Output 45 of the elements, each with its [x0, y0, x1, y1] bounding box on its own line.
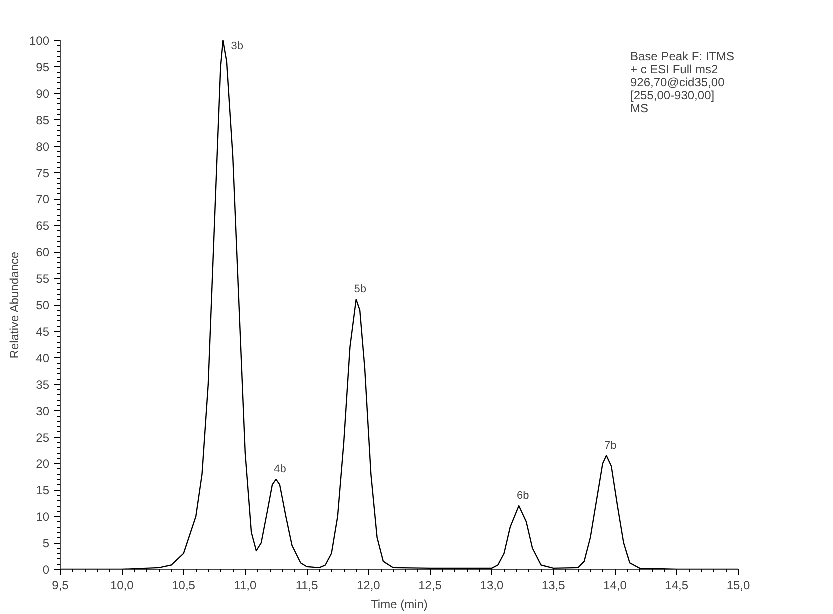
x-tick-label: 11,0: [234, 578, 257, 592]
y-tick-label: 85: [36, 113, 50, 128]
annotation: [255,00-930,00]: [630, 88, 715, 102]
y-tick-label: 35: [36, 378, 50, 392]
x-tick-label: 9,5: [52, 578, 70, 592]
y-tick-label: 25: [36, 430, 50, 445]
y-tick-label: 60: [36, 246, 50, 260]
y-tick-label: 65: [36, 219, 50, 234]
annotation: MS: [630, 102, 648, 116]
annotation: 6b: [516, 490, 530, 502]
y-tick-label: 90: [36, 86, 50, 101]
y-tick-label: 0: [42, 563, 50, 577]
x-tick-label: 13,0: [480, 578, 504, 592]
x-tick-label: 15,0: [726, 578, 751, 592]
x-tick-label: 13,5: [542, 578, 566, 592]
annotation: 4b: [274, 464, 286, 476]
annotation: 926,70@cid35,00: [630, 76, 726, 90]
y-tick-label: 75: [36, 166, 50, 180]
y-tick-label: 55: [36, 272, 50, 286]
y-tick-label: 70: [36, 192, 50, 207]
y-tick-label: 20: [36, 457, 50, 472]
y-tick-label: 10: [36, 510, 50, 524]
y-tick-label: 45: [36, 324, 50, 339]
y-axis-title: Relative Abundance: [7, 252, 22, 359]
annotation: 3b: [231, 40, 244, 52]
x-tick-label: 11,5: [296, 578, 319, 592]
x-axis-title: Time (min): [371, 598, 428, 612]
annotation: 5b: [354, 284, 366, 296]
x-tick-label: 14,0: [604, 578, 628, 592]
x-tick-label: 12,0: [357, 578, 381, 592]
x-tick-label: 10,5: [172, 578, 196, 592]
y-tick-label: 80: [36, 140, 50, 154]
annotation: 7b: [604, 440, 617, 452]
annotation: + c ESI Full ms2: [630, 62, 719, 76]
y-tick-label: 95: [36, 60, 50, 74]
y-tick-label: 30: [36, 404, 50, 418]
x-tick-label: 12,5: [418, 578, 442, 592]
x-tick-label: 10,0: [110, 578, 134, 592]
x-tick-label: 14,5: [665, 578, 689, 592]
y-tick-label: 15: [36, 484, 50, 498]
y-tick-label: 40: [36, 351, 50, 366]
y-tick-label: 50: [36, 298, 50, 312]
y-tick-label: 5: [42, 536, 50, 551]
annotation: Base Peak F: ITMS: [630, 50, 735, 64]
y-tick-label: 100: [29, 34, 50, 48]
